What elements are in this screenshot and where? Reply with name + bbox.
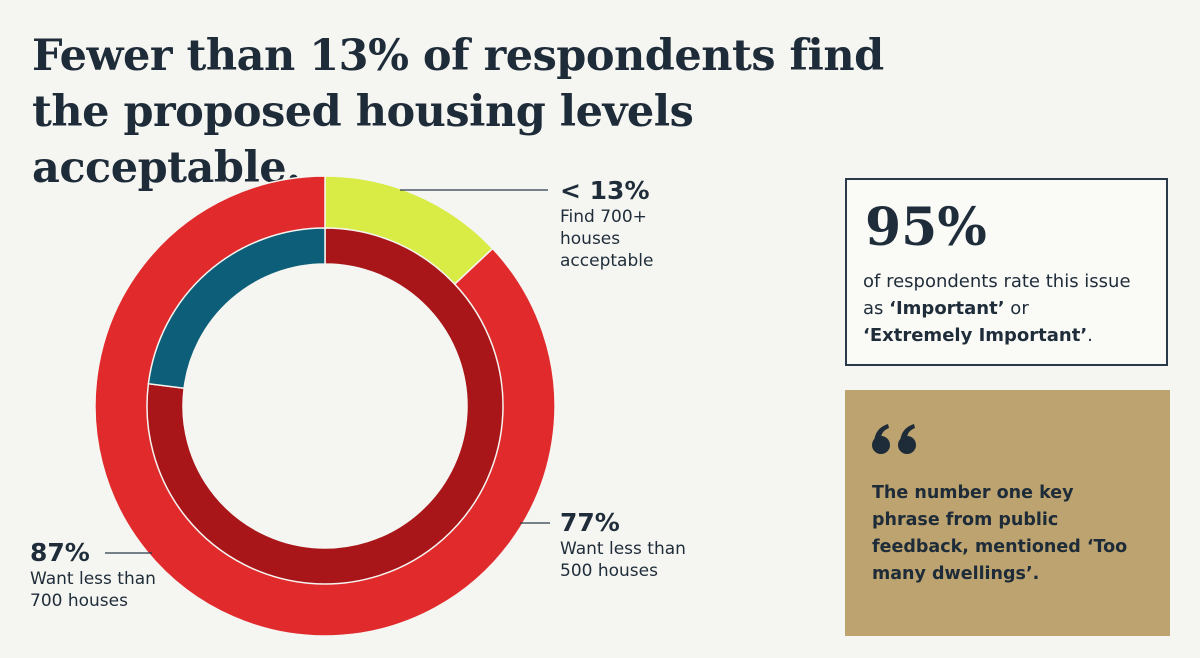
segment-description: Want less than 500 houses xyxy=(560,539,686,581)
quote-icon xyxy=(872,424,916,454)
donut-segment xyxy=(146,227,504,585)
chart xyxy=(94,175,556,637)
text: ‘Important’ xyxy=(889,298,1005,319)
segment-description: Find 700+ houses acceptable xyxy=(560,207,654,271)
text: of respondents rate this issue as xyxy=(863,271,1131,319)
segment-description: Want less than 700 houses xyxy=(30,569,156,611)
text: or xyxy=(1004,298,1029,319)
title: Fewer than 13% of respondents find the p… xyxy=(32,31,884,193)
value-label: 87% xyxy=(30,538,90,567)
value-label: < 13% xyxy=(560,176,650,205)
value-label: 77% xyxy=(560,508,620,537)
quote-card: The number one key phrase from public fe… xyxy=(845,390,1170,636)
text: . xyxy=(1087,325,1093,346)
donut-segment xyxy=(147,227,326,390)
segment-label: 87% Want less than 700 houses xyxy=(30,538,180,612)
quote-text: The number one key phrase from public fe… xyxy=(872,483,1128,584)
segment-label: < 13% Find 700+ houses acceptable xyxy=(560,176,710,272)
stat-value: 95% xyxy=(865,197,987,258)
stat-text: of respondents rate this issue as ‘Impor… xyxy=(863,268,1143,349)
segment-label: 77% Want less than 500 houses xyxy=(560,508,710,582)
stat-card: 95% of respondents rate this issue as ‘I… xyxy=(845,178,1168,366)
text: ‘Extremely Important’ xyxy=(863,325,1088,346)
